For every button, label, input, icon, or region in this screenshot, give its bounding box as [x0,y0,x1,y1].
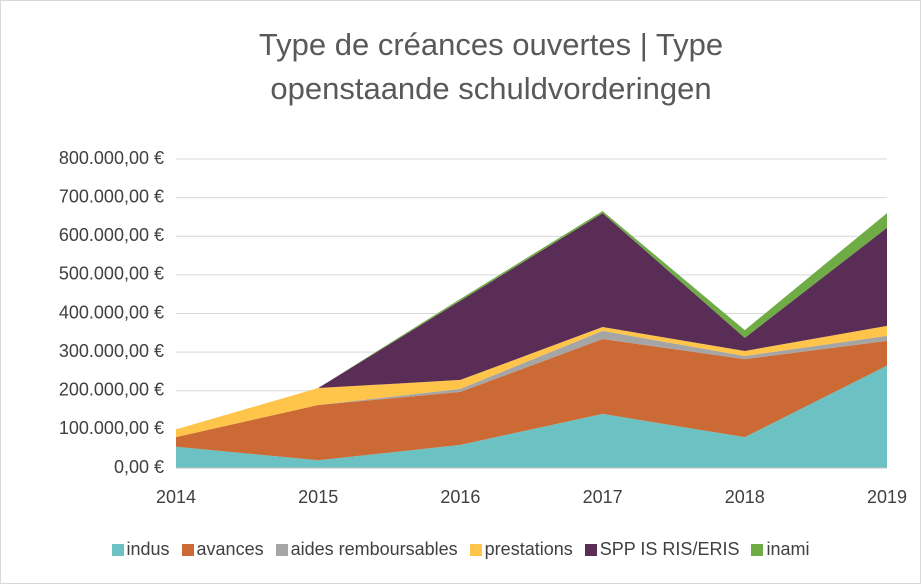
area [176,365,887,468]
y-tick-label: 500.000,00 € [59,264,164,284]
y-tick-label: 200.000,00 € [59,380,164,400]
legend-swatch [751,543,764,556]
x-tick-label: 2017 [583,487,623,507]
legend-label: SPP IS RIS/ERIS [599,539,740,559]
y-tick-label: 100.000,00 € [59,418,164,438]
area [176,338,887,461]
legend-item: SPP IS RIS/ERIS [584,539,740,560]
chart-title: Type de créances ouvertes | Type opensta… [258,27,724,106]
legend-swatch [584,543,597,556]
legend-item: aides remboursables [275,539,458,560]
x-tick-label: 2019 [867,487,907,507]
legend-label: prestations [484,539,573,559]
y-tick-label: 700.000,00 € [59,186,164,206]
y-tick-label: 400.000,00 € [59,302,164,322]
legend-label: indus [126,539,170,559]
legend-item: avances [181,539,264,560]
y-tick-label: 600.000,00 € [59,225,164,245]
x-tick-label: 2018 [725,487,765,507]
x-tick-label: 2014 [156,487,196,507]
legend-item: inami [751,539,809,560]
x-tick-label: 2016 [440,487,480,507]
y-tick-label: 300.000,00 € [59,341,164,361]
legend-item: indus [111,539,170,560]
legend-item: prestations [469,539,573,560]
legend-swatch [181,543,194,556]
y-tick-label: 0,00 € [114,457,164,477]
legend-label: aides remboursables [290,539,458,559]
area [176,213,887,430]
y-tick-label: 800.000,00 € [59,148,164,168]
legend-swatch [275,543,288,556]
legend-label: avances [196,539,264,559]
legend-swatch [469,543,482,556]
legend-label: inami [766,539,810,559]
legend: indus avances aides remboursables prestatio… [1,539,920,560]
legend-swatch [111,543,124,556]
x-tick-label: 2015 [298,487,338,507]
